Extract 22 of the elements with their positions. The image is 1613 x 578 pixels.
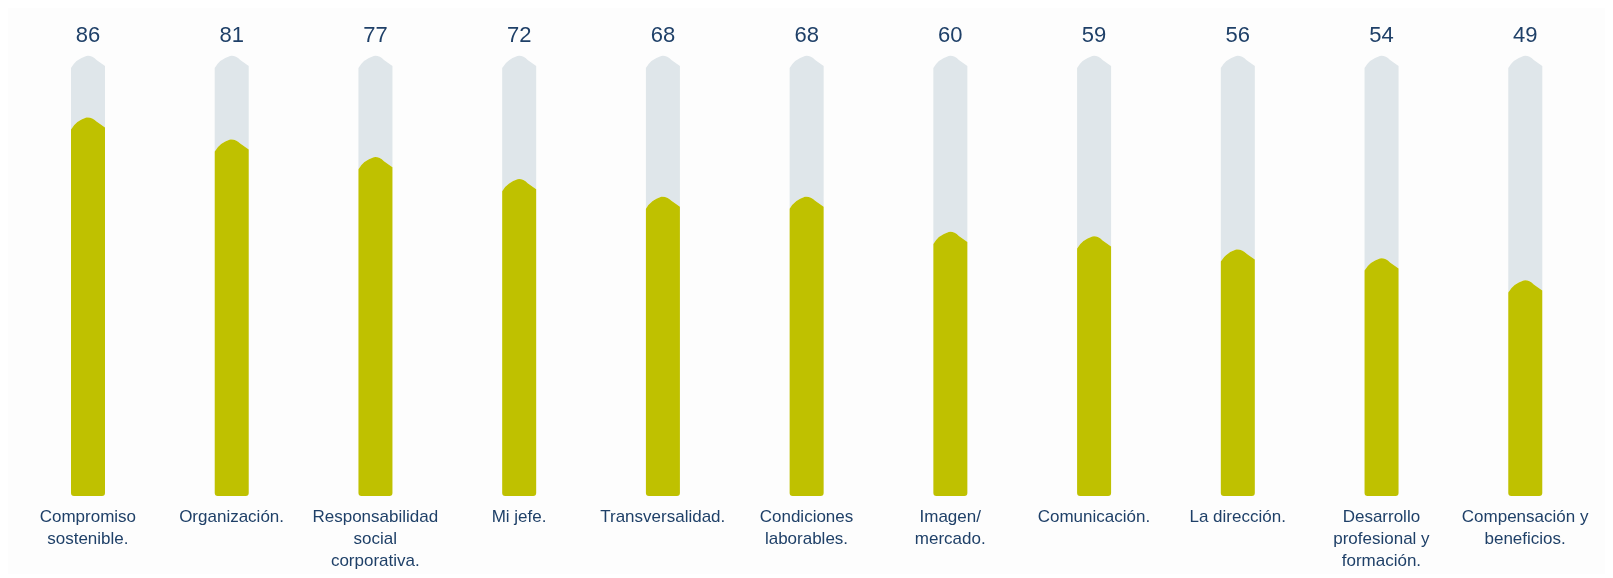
x-tick-label: Comunicación. (1037, 507, 1151, 526)
data-label: 59 (1081, 22, 1107, 47)
data-label: 56 (1225, 22, 1251, 47)
data-label: 54 (1369, 22, 1394, 47)
data-label: 68 (650, 22, 676, 47)
x-tick-label: Imagen/ mercado. (914, 507, 986, 548)
data-label: 72 (506, 22, 532, 47)
x-tick-label: Condiciones laborables. (759, 507, 854, 548)
x-tick-label: Compromiso sostenible. (39, 507, 137, 548)
data-label: 77 (363, 22, 388, 47)
x-tick-label: Transversalidad. (600, 507, 726, 526)
x-tick-label: Responsabilidad social corporativa. (312, 507, 439, 570)
data-label: 81 (219, 22, 244, 47)
x-tick-label: Mi jefe. (491, 507, 547, 526)
data-label: 68 (794, 22, 819, 47)
x-tick-label: La dirección. (1189, 507, 1286, 526)
x-tick-label: Compensación y beneficios. (1461, 507, 1589, 548)
x-tick-label: Organización. (179, 507, 285, 526)
data-label: 86 (75, 22, 101, 47)
data-label: 60 (938, 22, 963, 47)
x-tick-label: Desarrollo profesional y formación. (1333, 507, 1431, 570)
data-label: 49 (1513, 22, 1538, 47)
